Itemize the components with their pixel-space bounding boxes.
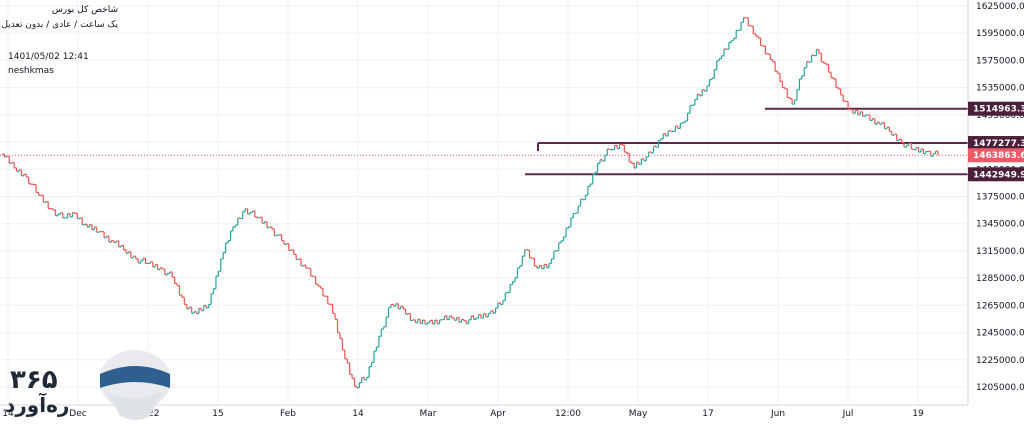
- logo-number: ۳۶۵: [10, 365, 58, 395]
- price-tick-label: 1315000.00: [976, 247, 1024, 257]
- price-tick-label: 1625000.00: [976, 2, 1024, 12]
- time-tick-label: Feb: [280, 409, 296, 419]
- horizontal-levels: [0, 107, 968, 176]
- brand-logo: ۳۶۵ ره‌آورد: [0, 350, 180, 425]
- grid: [0, 0, 968, 405]
- chart-datetime: 1401/05/02 12:41: [8, 52, 89, 62]
- price-tick-label: 1245000.00: [976, 329, 1024, 339]
- time-tick-label: Jun: [770, 409, 785, 419]
- logo-graphic: ۳۶۵ ره‌آورد: [5, 350, 171, 420]
- level-price-tag: [968, 101, 1024, 116]
- time-tick-label: Mar: [420, 409, 437, 419]
- chart-subtitle: یک ساعت / عادی / بدون تعدیل: [1, 20, 118, 30]
- current-price-tag: [968, 148, 1024, 163]
- level-price-label: 1514963.38: [973, 105, 1024, 115]
- price-tick-label: 1575000.00: [976, 56, 1024, 66]
- price-tick-label: 1495000.00: [976, 111, 1024, 121]
- current-price-label: 1463863.68: [973, 151, 1024, 161]
- time-tick-label: 15: [212, 409, 223, 419]
- price-tick-label: 1595000.00: [976, 29, 1024, 39]
- price-tick-label: 1225000.00: [976, 356, 1024, 366]
- time-tick-label: 14: [2, 409, 14, 419]
- price-tags: 1514963.38 1477277.34 1442949.99 1463863.68: [968, 101, 1024, 182]
- time-tick-label: 14: [352, 409, 364, 419]
- candles: [2, 17, 939, 389]
- time-tick-label: 12:00: [555, 409, 581, 419]
- balloon-icon: [99, 350, 171, 420]
- time-tick-label: Jul: [842, 409, 854, 419]
- price-tick-label: 1285000.00: [976, 274, 1024, 284]
- time-tick-label: 19: [912, 409, 924, 419]
- price-axis[interactable]: 1625000.00 1595000.00 1575000.00 1535000.00…: [976, 2, 1024, 393]
- chart-author: neshkmas: [8, 66, 54, 76]
- price-tick-label: 1205000.00: [976, 383, 1024, 393]
- level-price-tag: [968, 167, 1024, 182]
- price-tick-label: 1345000.00: [976, 220, 1024, 230]
- level-price-tag: [968, 136, 1024, 151]
- time-tick-label: Apr: [490, 409, 506, 419]
- time-tick-label: 17: [702, 409, 713, 419]
- level-price-label: 1477277.34: [973, 139, 1024, 149]
- time-tick-label: May: [629, 409, 648, 419]
- price-tick-label: 1375000.00: [976, 193, 1024, 203]
- time-tick-label: Dec: [69, 409, 86, 419]
- price-tick-label: 1265000.00: [976, 301, 1024, 311]
- level-price-label: 1442949.99: [973, 170, 1024, 180]
- logo-text: ره‌آورد: [5, 392, 69, 417]
- price-tick-label: 1535000.00: [976, 84, 1024, 94]
- chart-title: شاخص کل بورس: [51, 5, 118, 15]
